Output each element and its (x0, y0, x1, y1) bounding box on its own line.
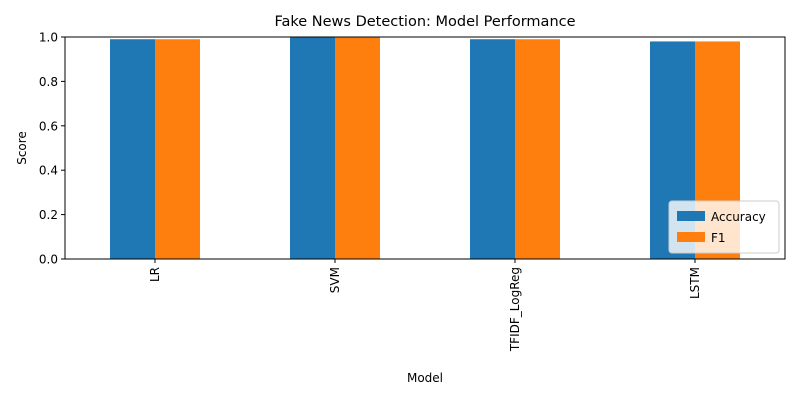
bar-f1-lr (155, 39, 200, 259)
y-tick-label: 0.6 (39, 119, 58, 133)
legend-swatch-accuracy (677, 211, 705, 221)
y-axis-label: Score (15, 131, 29, 165)
legend-label-accuracy: Accuracy (711, 210, 766, 224)
y-tick-label: 0.8 (39, 75, 58, 89)
y-tick-label: 1.0 (39, 31, 58, 45)
legend-box (668, 200, 780, 254)
bars-group (110, 37, 740, 259)
x-tick-label: TFIDF_LogReg (508, 267, 522, 352)
legend-swatch-f1 (677, 232, 705, 242)
x-tick-label: LSTM (688, 267, 702, 299)
bar-f1-tfidf-logreg (515, 39, 560, 259)
bar-accuracy-tfidf-logreg (470, 39, 515, 259)
x-axis: LR SVM TFIDF_LogReg LSTM (148, 259, 702, 352)
x-tick-label: SVM (328, 267, 342, 293)
plot-frame (64, 36, 786, 260)
chart-title: Fake News Detection: Model Performance (274, 14, 575, 30)
legend-label-f1: F1 (711, 231, 726, 245)
bar-accuracy-lr (110, 39, 155, 259)
y-tick-label: 0.4 (39, 164, 58, 178)
y-tick-label: 0.2 (39, 208, 58, 222)
bar-f1-svm (335, 37, 380, 259)
y-tick-label: 0.0 (39, 253, 58, 267)
legend: Accuracy F1 (668, 200, 780, 254)
x-axis-label: Model (407, 371, 443, 385)
y-axis: 0.0 0.2 0.4 0.6 0.8 1.0 (39, 31, 65, 267)
bar-accuracy-svm (290, 37, 335, 259)
x-tick-label: LR (148, 267, 162, 282)
